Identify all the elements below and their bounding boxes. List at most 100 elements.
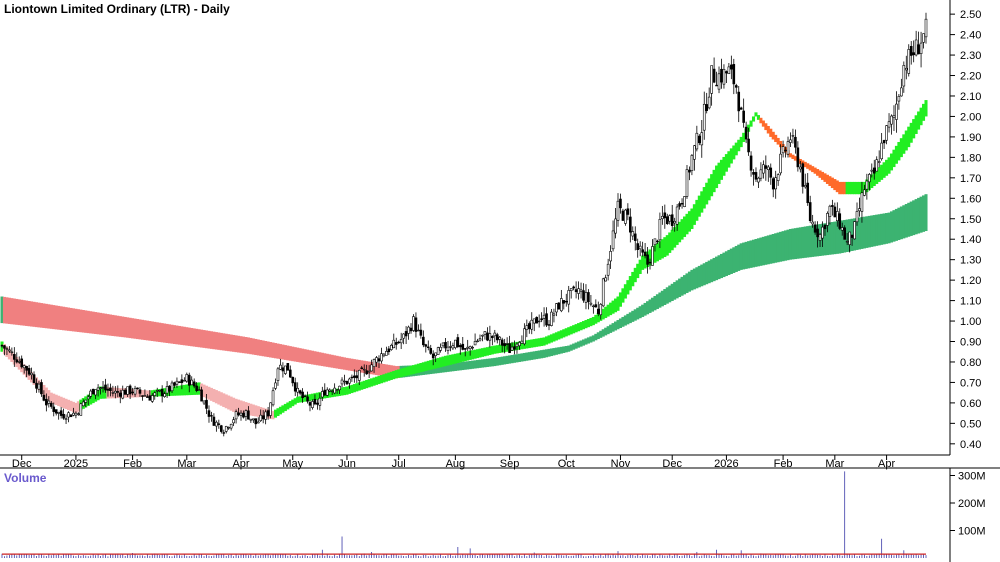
band-strip xyxy=(626,280,630,295)
candle-body xyxy=(0,344,4,347)
band-strip xyxy=(461,352,465,362)
candle-body xyxy=(47,400,51,404)
band-strip xyxy=(648,299,652,313)
candle-body xyxy=(207,410,211,417)
band-strip xyxy=(135,319,140,340)
band-strip xyxy=(259,339,263,356)
candle-body xyxy=(118,392,122,397)
candle-body xyxy=(661,215,664,220)
band-strip xyxy=(182,326,186,346)
candle-body xyxy=(700,132,704,146)
band-strip xyxy=(734,245,738,272)
candle-body xyxy=(439,346,442,351)
band-strip xyxy=(34,302,39,328)
candle-body xyxy=(82,401,85,407)
price-tick-label: 0.70 xyxy=(960,377,981,389)
band-strip xyxy=(281,344,285,360)
candle-body xyxy=(702,103,706,131)
band-strip xyxy=(128,317,132,339)
price-tick-label: 2.00 xyxy=(960,111,981,123)
band-strip xyxy=(855,181,859,195)
candle-body xyxy=(350,376,354,379)
band-strip xyxy=(10,351,14,362)
band-strip xyxy=(525,340,529,349)
candle-body xyxy=(158,390,161,392)
candle-body xyxy=(495,334,499,341)
band-strip xyxy=(64,398,68,410)
band-strip xyxy=(291,399,295,407)
band-strip xyxy=(665,287,669,304)
band-strip xyxy=(251,404,255,416)
band-strip xyxy=(357,382,361,391)
band-strip xyxy=(318,352,322,366)
volume-tick-label: 100M xyxy=(958,526,986,538)
band-strip xyxy=(660,290,664,307)
band-strip xyxy=(461,361,465,371)
band-strip xyxy=(357,359,361,373)
band-strip xyxy=(798,227,802,259)
band-strip xyxy=(653,295,657,311)
candle-body xyxy=(670,214,674,226)
candle-body xyxy=(62,413,65,419)
band-strip xyxy=(138,319,142,340)
candle-body xyxy=(328,389,332,392)
band-strip xyxy=(606,304,610,317)
candle-body xyxy=(488,333,492,341)
band-strip xyxy=(160,323,164,343)
candle-body xyxy=(476,340,479,343)
band-strip xyxy=(456,353,460,363)
band-strip xyxy=(530,339,534,348)
candle-body xyxy=(276,368,280,381)
price-tick-label: 0.90 xyxy=(960,337,981,349)
band-strip xyxy=(476,349,480,359)
band-strip xyxy=(237,335,241,353)
band-strip xyxy=(355,383,359,392)
band-strip xyxy=(692,268,696,290)
band-strip xyxy=(889,211,894,243)
band-strip xyxy=(44,387,48,398)
band-strip xyxy=(81,310,85,333)
band-strip xyxy=(559,346,563,354)
candle-body xyxy=(527,323,531,330)
candle-body xyxy=(385,351,388,356)
band-strip xyxy=(323,353,327,367)
band-strip xyxy=(547,335,551,344)
band-strip xyxy=(241,401,245,415)
band-strip xyxy=(922,195,926,232)
band-strip xyxy=(899,206,903,240)
band-strip xyxy=(52,305,56,330)
band-strip xyxy=(47,390,51,401)
candle-body xyxy=(387,348,391,353)
band-strip xyxy=(67,399,71,411)
candle-body xyxy=(234,411,238,420)
candle-body xyxy=(261,415,265,420)
candle-body xyxy=(45,398,48,406)
band-strip xyxy=(808,225,812,258)
band-strip xyxy=(764,123,768,131)
candle-body xyxy=(823,225,827,230)
band-strip xyxy=(197,329,201,348)
band-strip xyxy=(310,393,314,401)
candle-body xyxy=(232,419,235,424)
price-tick-label: 1.60 xyxy=(960,193,981,205)
band-strip xyxy=(234,335,238,353)
candle-body xyxy=(279,364,282,370)
band-strip xyxy=(480,359,485,368)
candle-body xyxy=(860,192,864,212)
candle-body xyxy=(99,387,102,389)
band-strip xyxy=(633,309,637,321)
band-strip xyxy=(776,232,780,263)
band-strip xyxy=(143,320,147,341)
candle-body xyxy=(695,132,699,150)
band-strip xyxy=(471,360,475,369)
band-strip xyxy=(155,322,159,342)
candle-body xyxy=(461,343,465,350)
price-tick-label: 2.10 xyxy=(960,91,981,103)
candle-body xyxy=(766,166,770,170)
candle-body xyxy=(153,392,157,396)
band-strip xyxy=(251,338,255,355)
band-strip xyxy=(678,221,682,243)
band-strip xyxy=(897,142,901,161)
band-strip xyxy=(17,299,21,326)
band-strip xyxy=(328,354,332,368)
